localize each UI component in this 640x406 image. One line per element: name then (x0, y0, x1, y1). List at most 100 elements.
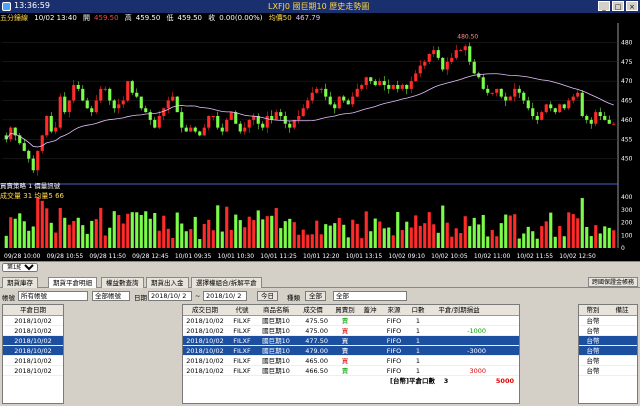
peak-annotation: 480.50 (457, 33, 478, 40)
account-select[interactable]: 所有帳號 (18, 291, 88, 301)
candle-body (283, 116, 287, 124)
time-scrollbar[interactable]: 第1組 (0, 261, 640, 272)
volume-bar (274, 207, 278, 248)
table-row[interactable]: 2018/10/02 (3, 366, 63, 376)
group-select[interactable]: 第1組 (2, 263, 38, 272)
close-icon[interactable]: × (626, 1, 638, 11)
volume-bar (207, 219, 211, 248)
table-row[interactable]: 2018/10/02 (3, 336, 63, 346)
today-button[interactable]: 今日 (257, 291, 278, 301)
volume-bar (481, 214, 485, 248)
open-value: 459.50 (94, 14, 119, 22)
volume-bar (261, 219, 265, 248)
minimize-icon[interactable]: _ (598, 1, 610, 11)
date-from-input[interactable]: 2018/10/ 2 (148, 291, 192, 301)
time-tick-label: 10/01 10:30 (218, 253, 255, 260)
product-select[interactable]: 全部 (333, 291, 407, 301)
candle-body (580, 92, 584, 116)
clock: 13:36:59 (14, 1, 50, 10)
volume-tick-label: 0 (621, 245, 625, 252)
volume-bar (576, 218, 580, 248)
col-price[interactable]: 成交價 (303, 306, 323, 314)
volume-bar (171, 238, 175, 248)
tab-deposit[interactable]: 期貨出入金 (146, 277, 189, 288)
date-to-input[interactable]: 2018/10/ 2 (203, 291, 247, 301)
table-row[interactable]: 2018/10/02 (3, 346, 63, 356)
volume-bar (13, 218, 17, 248)
cover-cell (359, 366, 381, 375)
table-row[interactable]: 2018/10/02 FILXF 國巨期10 465.00 買 FIFO 1 (183, 356, 519, 366)
tab-close-detail[interactable]: 期貨平倉明細 (48, 277, 97, 288)
cross-margin-button[interactable]: 跨國保證金帳務 (587, 277, 638, 287)
table-row[interactable]: 台幣 (579, 356, 637, 366)
table-row[interactable]: 台幣 (579, 336, 637, 346)
currency-cell: 台幣 (586, 367, 600, 375)
period-label: 五分鐘線 (0, 14, 28, 22)
table-row[interactable]: 台幣 (579, 346, 637, 356)
volume-bar (328, 225, 332, 248)
type-select[interactable]: 全部 (305, 291, 326, 301)
date-cell: 2018/10/02 (186, 367, 224, 375)
col-qty[interactable]: 口數 (411, 306, 425, 314)
candle-body (535, 116, 539, 120)
col-date[interactable]: 成交日期 (192, 306, 218, 314)
table-row[interactable]: 台幣 (579, 316, 637, 326)
name-cell: 國巨期10 (262, 317, 290, 325)
table-row[interactable]: 台幣 (579, 366, 637, 376)
volume-bar (522, 233, 526, 248)
candle-body (40, 135, 44, 151)
volume-bar (427, 212, 431, 248)
col-code[interactable]: 代號 (235, 306, 249, 314)
col-close-date[interactable]: 平倉日期 (20, 306, 46, 314)
candle-body (562, 104, 566, 109)
table-row[interactable]: 2018/10/02 FILXF 國巨期10 475.00 買 FIFO 1 -1000 (183, 326, 519, 336)
volume-bar (612, 230, 616, 248)
volume-bar (441, 205, 445, 248)
candle-body (391, 85, 395, 89)
col-note[interactable]: 備註 (615, 306, 629, 314)
col-currency[interactable]: 幣別 (586, 306, 600, 314)
col-name[interactable]: 商品名稱 (263, 306, 289, 314)
total-qty: 3 (443, 377, 449, 385)
currency-cell: 台幣 (586, 317, 600, 325)
maximize-icon[interactable]: □ (612, 1, 624, 11)
col-pnl[interactable]: 平倉/到期損益 (438, 306, 480, 314)
low-value: 459.50 (177, 14, 203, 22)
col-cover[interactable]: 蓋沖 (363, 306, 377, 314)
table-row[interactable]: 2018/10/02 FILXF 國巨期10 466.50 賣 FIFO 1 3000 (183, 366, 519, 376)
table-row[interactable]: 2018/10/02 (3, 316, 63, 326)
candlestick-chart[interactable]: 450 455 460 465 470 475 480 0 100 200 300 400 480.50… (0, 13, 640, 261)
avg-value: 66 (55, 192, 65, 200)
table-row[interactable]: 2018/10/02 FILXF 國巨期10 475.50 賣 FIFO 1 (183, 316, 519, 326)
volume-bar (567, 212, 571, 248)
account2-select[interactable]: 全部帳號 (92, 291, 130, 301)
table-row[interactable]: 2018/10/02 (3, 326, 63, 336)
col-side[interactable]: 買賣別 (335, 306, 355, 314)
candle-body (499, 88, 503, 97)
tab-options-combo[interactable]: 選擇權組合/拆解平倉 (191, 277, 262, 288)
candle-body (612, 123, 616, 125)
volume-bar (607, 227, 611, 248)
volume-bar (499, 223, 503, 248)
time-tick-label: 10/02 11:55 (517, 253, 554, 260)
candle-body (99, 88, 103, 101)
volume-bar (117, 214, 121, 248)
table-row[interactable]: 台幣 (579, 326, 637, 336)
volume-bar (463, 216, 467, 248)
candle-body (594, 112, 598, 124)
candle-body (369, 77, 373, 82)
table-row[interactable]: 2018/10/02 FILXF 國巨期10 477.50 買 FIFO 1 (183, 336, 519, 346)
time-tick-label: 09/28 10:55 (47, 253, 84, 260)
code-cell: FILXF (233, 327, 251, 335)
col-source[interactable]: 來源 (387, 306, 401, 314)
tab-futures-position[interactable]: 期貨庫存 (2, 277, 38, 288)
candle-body (342, 96, 346, 101)
table-row[interactable]: 2018/10/02 (3, 356, 63, 366)
candle-body (139, 96, 143, 109)
table-row[interactable]: 2018/10/02 FILXF 國巨期10 479.00 賣 FIFO 1 -3000 (183, 346, 519, 356)
name-cell: 國巨期10 (262, 357, 290, 365)
candle-body (567, 100, 571, 109)
tab-equity[interactable]: 權益數查詢 (101, 277, 144, 288)
time-tick-label: 10/01 13:15 (346, 253, 383, 260)
time-tick-label: 10/02 10:05 (431, 253, 468, 260)
